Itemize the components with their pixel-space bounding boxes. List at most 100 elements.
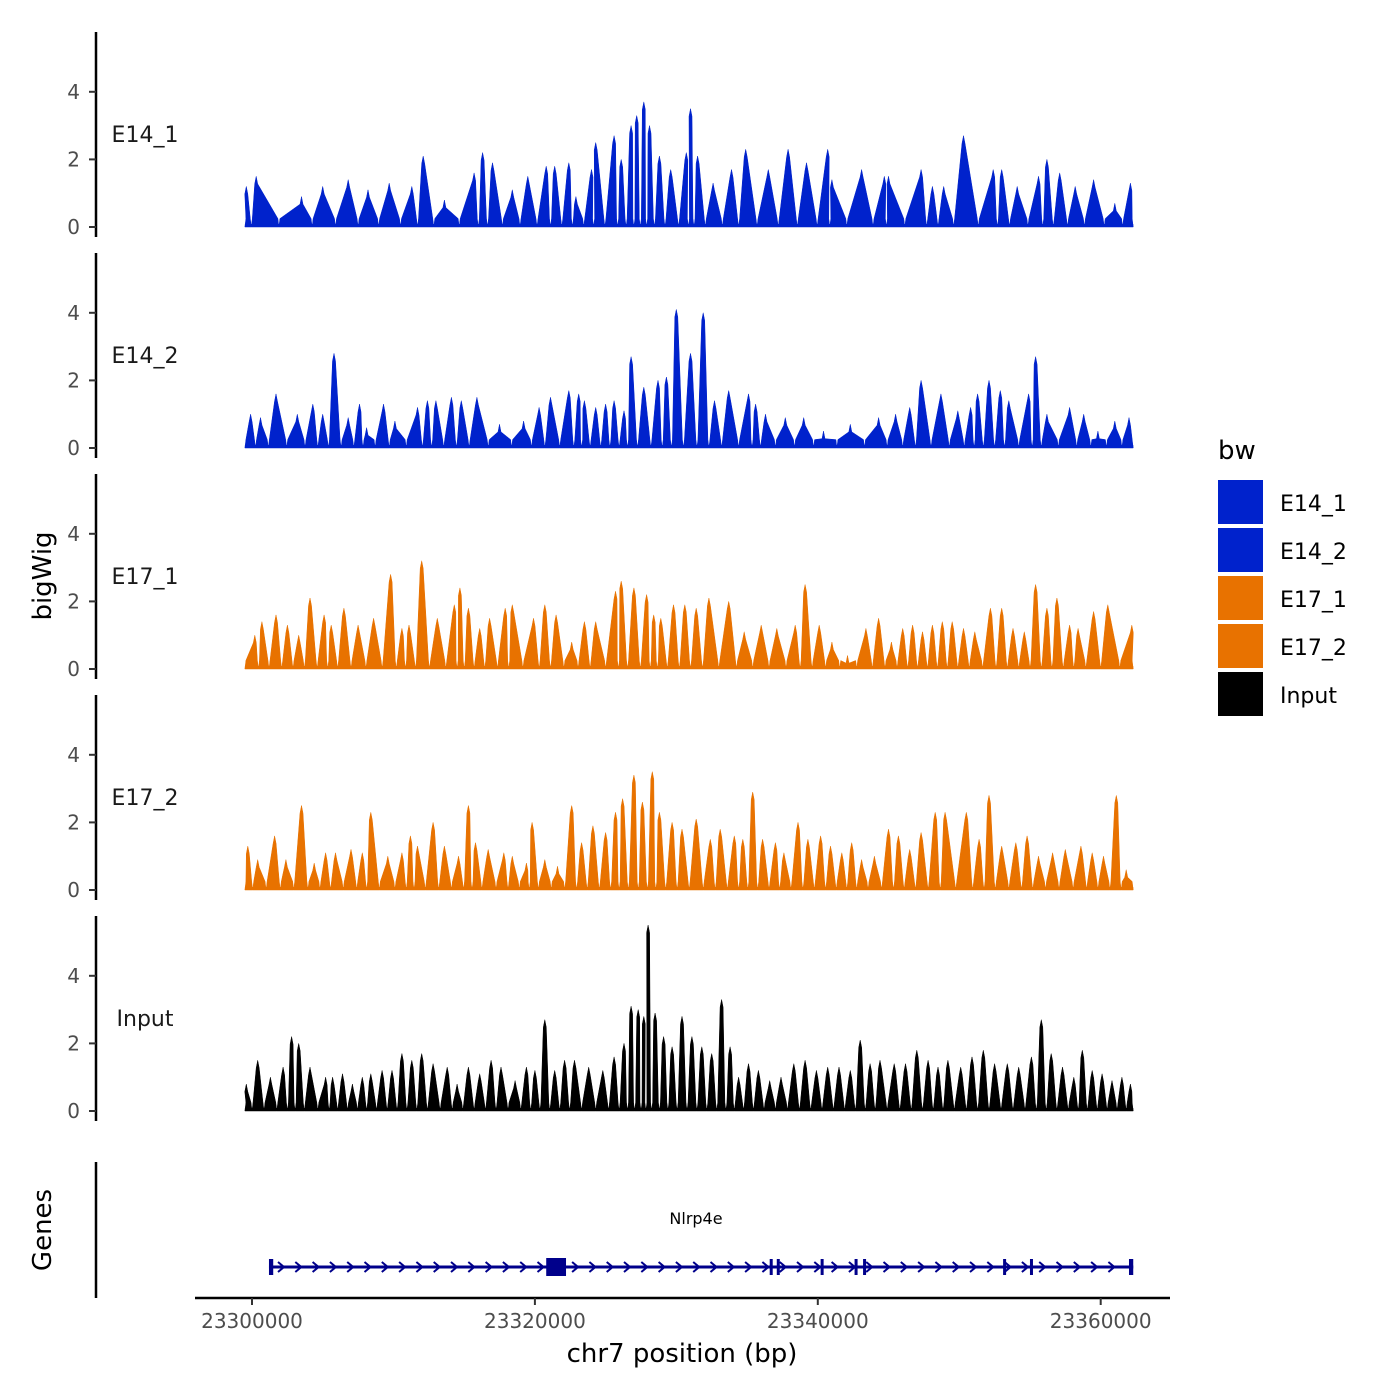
legend-label: E14_2	[1280, 540, 1347, 565]
strand-arrow-icon	[1003, 1261, 1013, 1273]
signal-peak	[307, 862, 321, 891]
signal-peak	[276, 1067, 288, 1112]
signal-peak	[942, 1060, 955, 1112]
signal-peak	[265, 835, 281, 891]
signal-peak	[835, 852, 848, 891]
signal-peak	[327, 625, 338, 670]
signal-peak	[1072, 846, 1087, 891]
signal-peak	[983, 795, 996, 891]
signal-area	[244, 560, 1134, 670]
signal-peak	[281, 625, 294, 670]
signal-baseline	[244, 445, 1134, 448]
signal-peak	[1007, 628, 1019, 670]
signal-peak	[816, 149, 831, 228]
signal-peak	[292, 635, 305, 670]
signal-peak	[1004, 400, 1019, 449]
signal-peak	[425, 822, 439, 891]
signal-peak	[836, 424, 865, 449]
signal-peak	[825, 641, 840, 670]
signal-peak	[634, 1009, 642, 1112]
signal-peak	[872, 618, 886, 670]
strand-arrow-icon	[709, 1261, 719, 1273]
signal-peak	[353, 404, 364, 449]
signal-peak	[531, 407, 546, 449]
signal-peak	[589, 407, 601, 449]
strand-arrow-icon	[415, 1261, 424, 1273]
signal-peak	[864, 1063, 876, 1112]
signal-peak	[881, 829, 894, 891]
x-axis: chr7 position (bp) 23300000 23320000 23340…	[195, 1296, 1170, 1369]
signal-peak	[1031, 356, 1042, 449]
signal-peak	[775, 1077, 788, 1112]
signal-peak	[810, 1070, 823, 1112]
signal-peak	[304, 597, 318, 670]
signal-peak	[1000, 1063, 1014, 1112]
signal-peak	[405, 625, 416, 670]
signal-peak	[978, 169, 998, 228]
x-tick-label: 23360000	[1050, 1309, 1152, 1333]
signal-peak	[627, 587, 641, 670]
strand-arrow-icon	[813, 1261, 822, 1273]
signal-peak	[922, 1060, 934, 1112]
strand-arrow-icon	[277, 1261, 286, 1273]
signal-peak	[366, 812, 380, 891]
signal-peak	[244, 186, 252, 228]
signal-peak	[550, 866, 565, 891]
signal-peak	[899, 1063, 912, 1112]
signal-peak	[468, 397, 489, 449]
signal-peak	[937, 621, 948, 670]
track-E17_2: 0 2 4 E17_2	[67, 695, 1134, 902]
signal-peak	[957, 628, 970, 670]
signal-peak	[586, 825, 600, 891]
signal-peak	[683, 353, 698, 449]
signal-area	[244, 771, 1134, 891]
y-tick-label: 2	[67, 810, 80, 834]
signal-peak	[356, 852, 367, 891]
signal-peak	[1103, 203, 1123, 228]
signal-peak	[443, 397, 457, 449]
signal-peak	[678, 604, 691, 670]
signal-peak	[949, 410, 965, 449]
signal-peak	[779, 852, 792, 891]
signal-peak	[350, 625, 367, 670]
signal-peak	[708, 400, 722, 449]
legend-label: E17_1	[1280, 588, 1347, 613]
signal-peak	[797, 162, 818, 228]
signal-peak	[1067, 1077, 1079, 1112]
signal-peak	[502, 189, 521, 228]
signal-peak	[666, 604, 680, 670]
signal-peak	[661, 376, 672, 449]
signal-peak	[481, 849, 497, 891]
strand-arrow-icon	[346, 1261, 355, 1273]
signal-peak	[811, 625, 826, 670]
signal-peak	[977, 1050, 990, 1112]
signal-peak	[618, 410, 628, 449]
signal-peak	[1058, 407, 1077, 449]
y-tick-label: 4	[67, 301, 80, 325]
strand-arrow-icon	[1038, 1261, 1047, 1273]
signal-peak	[1106, 420, 1123, 449]
signal-peak	[718, 601, 737, 670]
signal-peak	[519, 176, 538, 228]
signal-peak	[445, 604, 458, 670]
signal-peak	[676, 1016, 688, 1112]
signal-peak	[549, 1070, 560, 1112]
signal-peak	[716, 999, 727, 1112]
strand-arrow-icon	[467, 1261, 476, 1273]
signal-peak	[337, 608, 352, 670]
signal-peak	[646, 125, 655, 228]
strand-arrow-icon	[727, 1261, 736, 1273]
signal-peak	[572, 196, 584, 228]
signal-peak	[1024, 1056, 1037, 1112]
signal-peak	[1045, 852, 1060, 891]
signal-peak	[645, 925, 652, 1112]
strand-arrow-icon	[294, 1261, 303, 1273]
signal-peak	[647, 771, 657, 891]
strand-arrow-icon	[934, 1261, 943, 1273]
gene-exon	[820, 1259, 824, 1275]
signal-peak	[1067, 186, 1085, 228]
signal-peak	[799, 1060, 811, 1112]
signal-peak	[794, 417, 814, 449]
legend-swatch	[1218, 528, 1263, 572]
strand-arrow-icon	[398, 1261, 407, 1273]
